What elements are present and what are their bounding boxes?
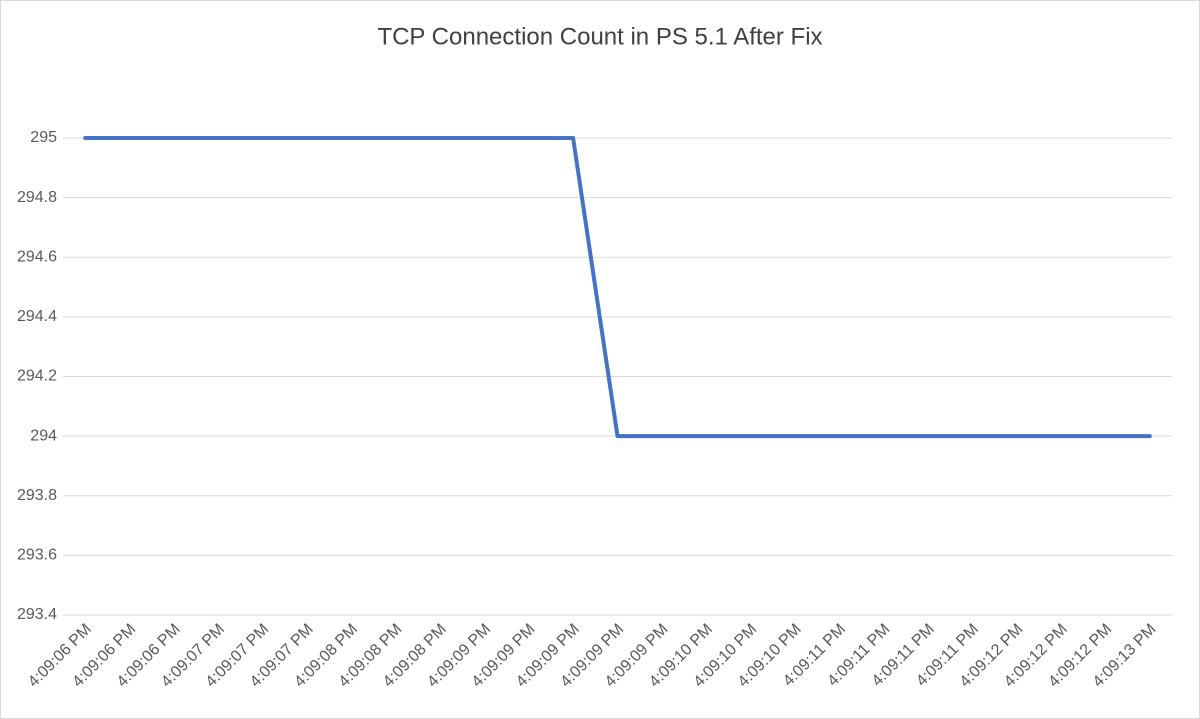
y-tick-label: 293.8 bbox=[17, 487, 57, 504]
data-line bbox=[83, 136, 1152, 439]
chart-title: TCP Connection Count in PS 5.1 After Fix bbox=[377, 23, 822, 50]
y-tick-label: 294.6 bbox=[17, 248, 57, 265]
y-tick-label: 293.4 bbox=[17, 606, 57, 623]
y-tick-label: 294.4 bbox=[17, 308, 57, 325]
y-tick-label: 294.2 bbox=[17, 368, 57, 385]
y-tick-label: 294 bbox=[30, 427, 57, 444]
y-tick-label: 293.6 bbox=[17, 547, 57, 564]
y-tick-label: 294.8 bbox=[17, 189, 57, 206]
y-tick-label: 295 bbox=[30, 129, 57, 146]
